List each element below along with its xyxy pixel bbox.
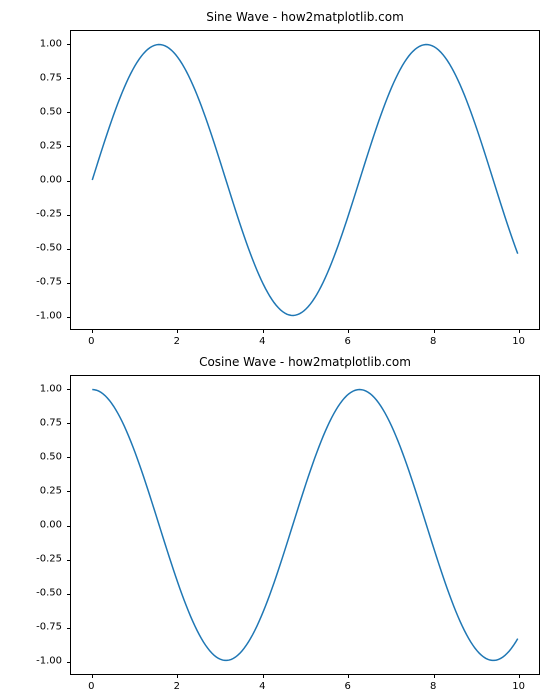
xtick-mark	[263, 674, 264, 678]
xtick-label: 4	[259, 336, 265, 347]
ytick-mark	[67, 249, 71, 250]
figure: Sine Wave - how2matplotlib.com -1.00 -0.7…	[0, 0, 560, 700]
xtick-mark	[434, 329, 435, 333]
ytick-mark	[67, 526, 71, 527]
ytick-mark	[67, 423, 71, 424]
ytick-mark	[67, 44, 71, 45]
plot-area-sine	[70, 30, 540, 330]
xtick-mark	[263, 329, 264, 333]
xtick-label: 2	[174, 336, 180, 347]
ytick-label: -0.25	[36, 554, 62, 565]
xtick-label: 6	[345, 681, 351, 692]
ytick-label: -0.50	[36, 243, 62, 254]
ytick-label: -0.75	[36, 277, 62, 288]
ytick-label: 0.00	[40, 175, 62, 186]
ytick-mark	[67, 78, 71, 79]
xtick-label: 4	[259, 681, 265, 692]
ytick-label: 0.00	[40, 520, 62, 531]
ytick-label: -1.00	[36, 656, 62, 667]
ytick-mark	[67, 491, 71, 492]
plot-area-cosine	[70, 375, 540, 675]
ytick-label: 0.25	[40, 485, 62, 496]
ytick-label: -0.25	[36, 209, 62, 220]
ytick-label: 0.75	[40, 72, 62, 83]
line-svg-sine	[71, 31, 539, 329]
ytick-mark	[67, 662, 71, 663]
ytick-mark	[67, 283, 71, 284]
xtick-label: 2	[174, 681, 180, 692]
xtick-label: 6	[345, 336, 351, 347]
xtick-mark	[519, 329, 520, 333]
ytick-mark	[67, 457, 71, 458]
xtick-label: 0	[88, 681, 94, 692]
ytick-mark	[67, 594, 71, 595]
ytick-mark	[67, 112, 71, 113]
ytick-label: 0.25	[40, 140, 62, 151]
ytick-mark	[67, 146, 71, 147]
ytick-label: 1.00	[40, 38, 62, 49]
cosine-line	[92, 390, 517, 661]
ytick-label: -0.75	[36, 622, 62, 633]
xtick-mark	[92, 674, 93, 678]
xtick-mark	[348, 674, 349, 678]
xtick-mark	[434, 674, 435, 678]
ytick-mark	[67, 181, 71, 182]
chart-title-sine: Sine Wave - how2matplotlib.com	[70, 10, 540, 24]
xtick-mark	[177, 674, 178, 678]
ytick-label: 0.75	[40, 417, 62, 428]
ytick-mark	[67, 628, 71, 629]
ytick-mark	[67, 215, 71, 216]
xtick-label: 8	[430, 681, 436, 692]
subplot-sine: Sine Wave - how2matplotlib.com -1.00-0.7…	[70, 30, 540, 330]
ytick-mark	[67, 389, 71, 390]
ytick-label: -1.00	[36, 311, 62, 322]
ytick-mark	[67, 317, 71, 318]
sine-line	[92, 45, 517, 316]
xtick-mark	[519, 674, 520, 678]
xtick-mark	[92, 329, 93, 333]
xtick-label: 10	[512, 681, 525, 692]
xtick-mark	[348, 329, 349, 333]
chart-title-cosine: Cosine Wave - how2matplotlib.com	[70, 355, 540, 369]
subplot-cosine: Cosine Wave - how2matplotlib.com -1.00-0…	[70, 375, 540, 675]
xtick-label: 10	[512, 336, 525, 347]
ytick-label: -0.50	[36, 588, 62, 599]
ytick-label: 0.50	[40, 106, 62, 117]
ytick-mark	[67, 560, 71, 561]
ytick-label: 1.00	[40, 383, 62, 394]
line-svg-cosine	[71, 376, 539, 674]
xtick-label: 0	[88, 336, 94, 347]
ytick-label: 0.50	[40, 451, 62, 462]
xtick-label: 8	[430, 336, 436, 347]
xtick-mark	[177, 329, 178, 333]
